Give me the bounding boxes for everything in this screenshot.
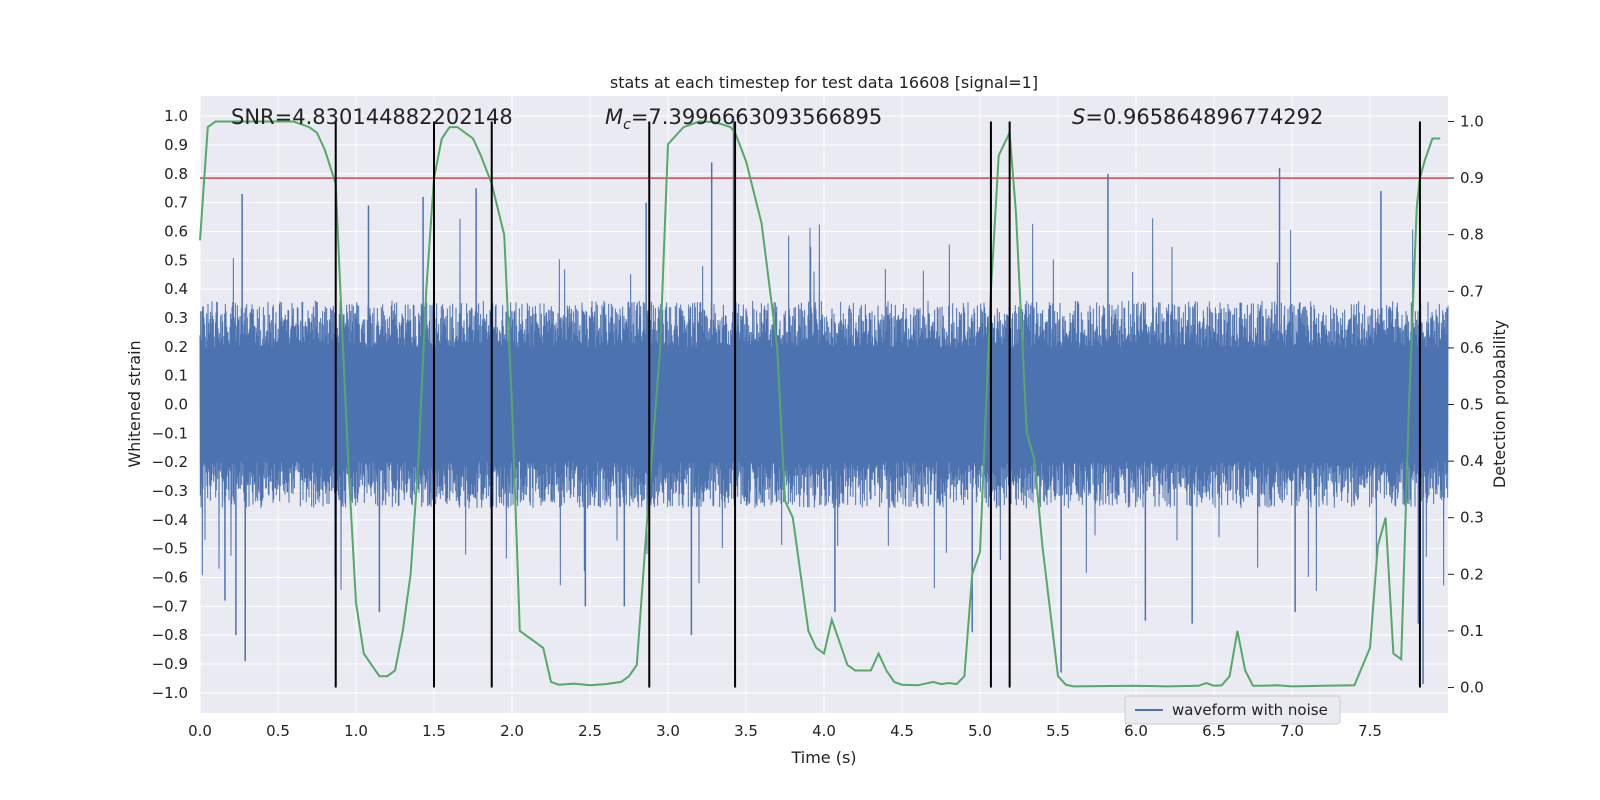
- waveform-trace: [199, 218, 1449, 591]
- y-tick-label: 0.4: [164, 280, 188, 298]
- score-annotation: S=0.965864896774292: [1072, 105, 1323, 129]
- y-right-axis-label: Detection probability: [1490, 320, 1509, 488]
- x-tick-label: 6.5: [1202, 722, 1226, 740]
- y-tick-label: 0.5: [164, 251, 188, 269]
- x-tick-label: 4.5: [890, 722, 914, 740]
- y-right-tick-label: 0.7: [1460, 282, 1484, 300]
- y-right-tick-label: 0.6: [1460, 339, 1484, 357]
- y-tick-label: 0.8: [164, 165, 188, 183]
- legend-box: [1124, 695, 1341, 725]
- x-tick-label: 5.5: [1046, 722, 1070, 740]
- y-right-tick-label: 0.3: [1460, 509, 1484, 527]
- score-value: =0.965864896774292: [1085, 105, 1323, 129]
- x-tick-label: 7.5: [1358, 722, 1382, 740]
- score-symbol: S: [1072, 105, 1085, 129]
- chirp-mass-symbol: M: [605, 105, 623, 129]
- x-tick-label: 6.0: [1124, 722, 1148, 740]
- chirp-mass-value: =7.3996663093566895: [631, 105, 882, 129]
- y-tick-label: −0.3: [152, 482, 188, 500]
- x-tick-label: 4.0: [812, 722, 836, 740]
- x-axis-label: Time (s): [790, 748, 856, 767]
- y-tick-label: −0.6: [152, 568, 188, 586]
- y-tick-label: 0.0: [164, 396, 188, 414]
- x-tick-label: 5.0: [968, 722, 992, 740]
- y-tick-label: 0.7: [164, 194, 188, 212]
- chirp-mass-annotation: Mc=7.3996663093566895: [605, 105, 882, 133]
- chart-title: stats at each timestep for test data 166…: [610, 73, 1038, 92]
- y-axis-label: Whitened strain: [125, 340, 144, 467]
- waveform-series: [199, 116, 1449, 685]
- y-right-tick-label: 0.5: [1460, 396, 1484, 414]
- x-tick-label: 3.0: [656, 722, 680, 740]
- y-tick-label: −0.5: [152, 540, 188, 558]
- x-tick-label: 1.0: [344, 722, 368, 740]
- y-tick-label: −0.7: [152, 597, 188, 615]
- y-right-tick-label: 0.0: [1460, 679, 1484, 697]
- chirp-mass-subscript: c: [623, 117, 631, 133]
- y-right-tick-label: 0.8: [1460, 226, 1484, 244]
- detection-probability-line: [199, 120, 1441, 688]
- y-tick-label: 1.0: [164, 107, 188, 125]
- y-tick-label: 0.2: [164, 338, 188, 356]
- legend-waveform-label: waveform with noise: [1172, 701, 1328, 719]
- snr-annotation: SNR=4.830144882202148: [231, 105, 513, 129]
- detection-probability-series: [199, 120, 1441, 688]
- x-tick-label: 0.5: [266, 722, 290, 740]
- y-tick-label: −0.1: [152, 424, 188, 442]
- x-tick-label: 1.5: [422, 722, 446, 740]
- y-tick-label: 0.6: [164, 223, 188, 241]
- y-tick-label: −0.2: [152, 453, 188, 471]
- x-axis-ticks: 0.0 0.5 1.0 1.5 2.0 2.5 3.0 3.5 4.0 4.5 5.0 5.5 6.0 6…: [188, 722, 1382, 740]
- y-right-tick-label: 0.1: [1460, 622, 1484, 640]
- event-markers: [334, 121, 1421, 688]
- y-tick-label: −0.4: [152, 511, 188, 529]
- y-tick-label: −0.9: [152, 655, 188, 673]
- x-tick-label: 2.0: [500, 722, 524, 740]
- y-right-tick-label: 0.4: [1460, 452, 1484, 470]
- x-tick-label: 2.5: [578, 722, 602, 740]
- x-tick-label: 3.5: [734, 722, 758, 740]
- y-right-tick-label: 0.9: [1460, 169, 1484, 187]
- y-axis-ticks: −1.0 −0.9 −0.8 −0.7 −0.6 −0.5 −0.4 −0.3 −0.2 −0.1…: [152, 107, 188, 702]
- y-right-tick-label: 0.2: [1460, 565, 1484, 583]
- y-tick-label: 0.1: [164, 367, 188, 385]
- y-tick-label: 0.9: [164, 136, 188, 154]
- legend: waveform with noise: [1124, 695, 1341, 725]
- y-tick-label: 0.3: [164, 309, 188, 327]
- y-tick-label: −0.8: [152, 626, 188, 644]
- x-tick-label: 0.0: [188, 722, 212, 740]
- y-right-axis-ticks: 0.0 0.1 0.2 0.3 0.4 0.5 0.6 0.7 0.8 0.9 1.0: [1448, 112, 1484, 697]
- y-right-tick-label: 1.0: [1460, 112, 1484, 130]
- y-tick-label: −1.0: [152, 684, 188, 702]
- x-tick-label: 7.0: [1280, 722, 1304, 740]
